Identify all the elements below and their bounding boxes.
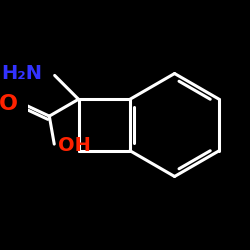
Text: OH: OH xyxy=(58,136,91,155)
Text: H₂N: H₂N xyxy=(1,64,42,83)
Text: O: O xyxy=(0,94,18,114)
